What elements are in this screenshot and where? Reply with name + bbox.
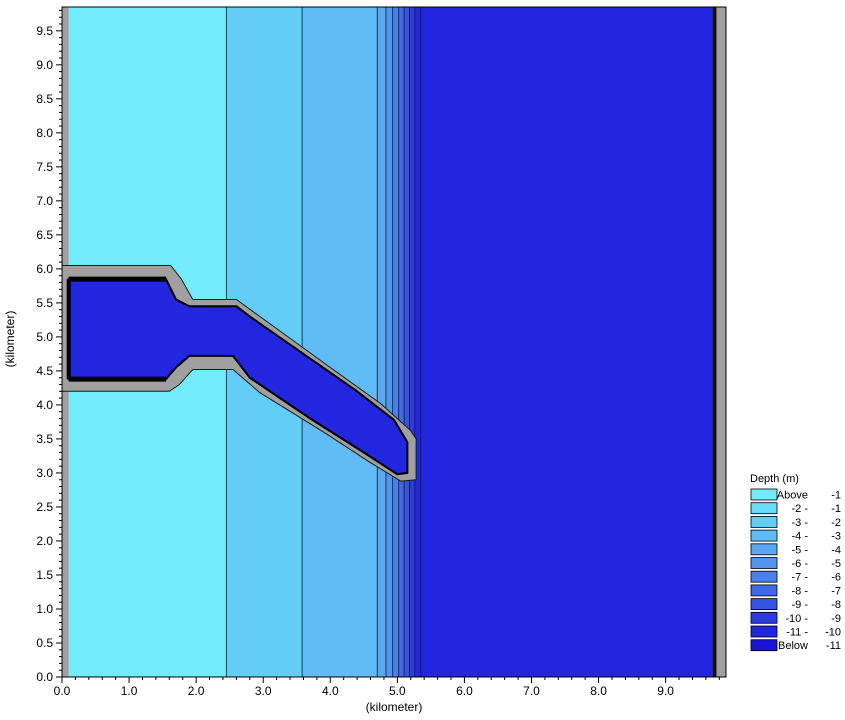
plot-frame	[61, 6, 727, 678]
legend-label-low: -10 -	[785, 613, 808, 625]
legend-swatch	[750, 516, 778, 528]
depth-band-9	[409, 7, 415, 677]
x-tick-label: 6.0	[456, 684, 473, 698]
legend-label-high: -3	[831, 531, 841, 543]
legend-swatch	[750, 598, 778, 610]
land-right	[716, 7, 726, 677]
legend-swatch	[750, 557, 778, 569]
legend-label-high: -6	[831, 572, 841, 584]
legend-label-high: -5	[831, 558, 841, 570]
legend-swatch	[750, 502, 778, 515]
legend-label-low: -5 -	[792, 544, 809, 556]
legend-label-high: -7	[831, 585, 841, 597]
legend-label-low: -3 -	[792, 517, 809, 529]
legend-label-high: -8	[831, 599, 841, 611]
y-tick-label: 9.0	[36, 58, 53, 72]
x-tick-label: 7.0	[523, 684, 540, 698]
y-tick-label: 9.5	[36, 24, 53, 38]
y-tick-label: 7.0	[36, 194, 53, 208]
y-tick-label: 1.5	[36, 568, 53, 582]
y-tick-label: 4.0	[36, 398, 53, 412]
legend-swatch	[750, 529, 778, 542]
legend-swatch	[750, 584, 778, 597]
legend-label-high: -10	[825, 627, 841, 639]
x-tick-label: 9.0	[657, 684, 674, 698]
y-tick-label: 2.0	[36, 534, 53, 548]
y-axis: 0.0 0.5 1.0 1.5 2.0 2.5 3.0 3.5 4.0 4.5 5.0 5.5 6.0 6…	[36, 9, 62, 684]
y-tick-label: 6.5	[36, 228, 53, 242]
y-axis-title: (kilometer)	[3, 311, 17, 368]
legend-label-high: -2	[831, 517, 841, 529]
legend-label-low: -11 -	[786, 627, 808, 639]
y-tick-label: 0.0	[36, 670, 53, 684]
y-tick-label: 2.5	[36, 500, 53, 514]
y-tick-label: 5.0	[36, 330, 53, 344]
x-tick-label: 1.0	[121, 684, 138, 698]
legend-label-low: -2 -	[792, 503, 809, 515]
depth-band-6	[392, 7, 399, 677]
legend-label-low: -8 -	[792, 585, 809, 597]
legend-swatch	[750, 543, 778, 556]
y-tick-label: 7.5	[36, 160, 53, 174]
legend-swatch	[750, 611, 778, 624]
legend-label-high: -11	[826, 640, 841, 652]
legend-label-high: -1	[831, 490, 841, 502]
depth-band-11	[420, 7, 713, 677]
legend-label-low: -7 -	[792, 572, 809, 584]
legend-label-high: -9	[831, 613, 841, 625]
x-tick-label: 2.0	[188, 684, 205, 698]
channel-basin	[67, 278, 409, 476]
x-tick-label: 8.0	[590, 684, 607, 698]
legend-label-high: -1	[831, 503, 841, 515]
legend-label-low: -4 -	[792, 531, 809, 543]
x-tick-label: 5.0	[389, 684, 406, 698]
x-tick-label: 0.0	[54, 684, 71, 698]
legend-swatch	[750, 570, 778, 583]
legend-label-high: -4	[831, 544, 841, 556]
legend-swatch	[750, 625, 778, 638]
depth-band-7	[398, 7, 405, 677]
legend-swatch	[750, 488, 778, 501]
legend-label-low: -6 -	[792, 558, 809, 570]
plot-area	[61, 6, 727, 678]
depth-band-10	[414, 7, 421, 677]
legend-swatch	[750, 639, 778, 652]
y-tick-label: 8.5	[36, 92, 53, 106]
y-tick-label: 8.0	[36, 126, 53, 140]
depth-legend: Depth (m) Above -1 -2 - -1 -3 - -2 -4 - -3 -5 - -…	[750, 473, 841, 652]
y-tick-label: 5.5	[36, 296, 53, 310]
x-tick-label: 4.0	[322, 684, 339, 698]
y-tick-label: 3.5	[36, 432, 53, 446]
y-tick-label: 6.0	[36, 262, 53, 276]
y-tick-label: 0.5	[36, 636, 53, 650]
shore-line-right	[712, 7, 717, 677]
y-tick-label: 4.5	[36, 364, 53, 378]
y-tick-label: 3.0	[36, 466, 53, 480]
x-tick-label: 3.0	[255, 684, 272, 698]
depth-band-3	[302, 7, 378, 677]
legend-label-low: -9 -	[792, 599, 809, 611]
legend-title: Depth (m)	[750, 473, 799, 485]
depth-band-4	[377, 7, 386, 677]
legend-label-low: Below	[778, 640, 808, 652]
legend-label-low: Above	[777, 490, 808, 502]
x-axis: 0.0 1.0 2.0 3.0 4.0 5.0 6.0 7.0 8.0 9.0	[54, 677, 720, 698]
x-axis-title: (kilometer)	[366, 700, 423, 714]
depth-band-5	[385, 7, 393, 677]
depth-band-8	[404, 7, 410, 677]
y-tick-label: 1.0	[36, 602, 53, 616]
